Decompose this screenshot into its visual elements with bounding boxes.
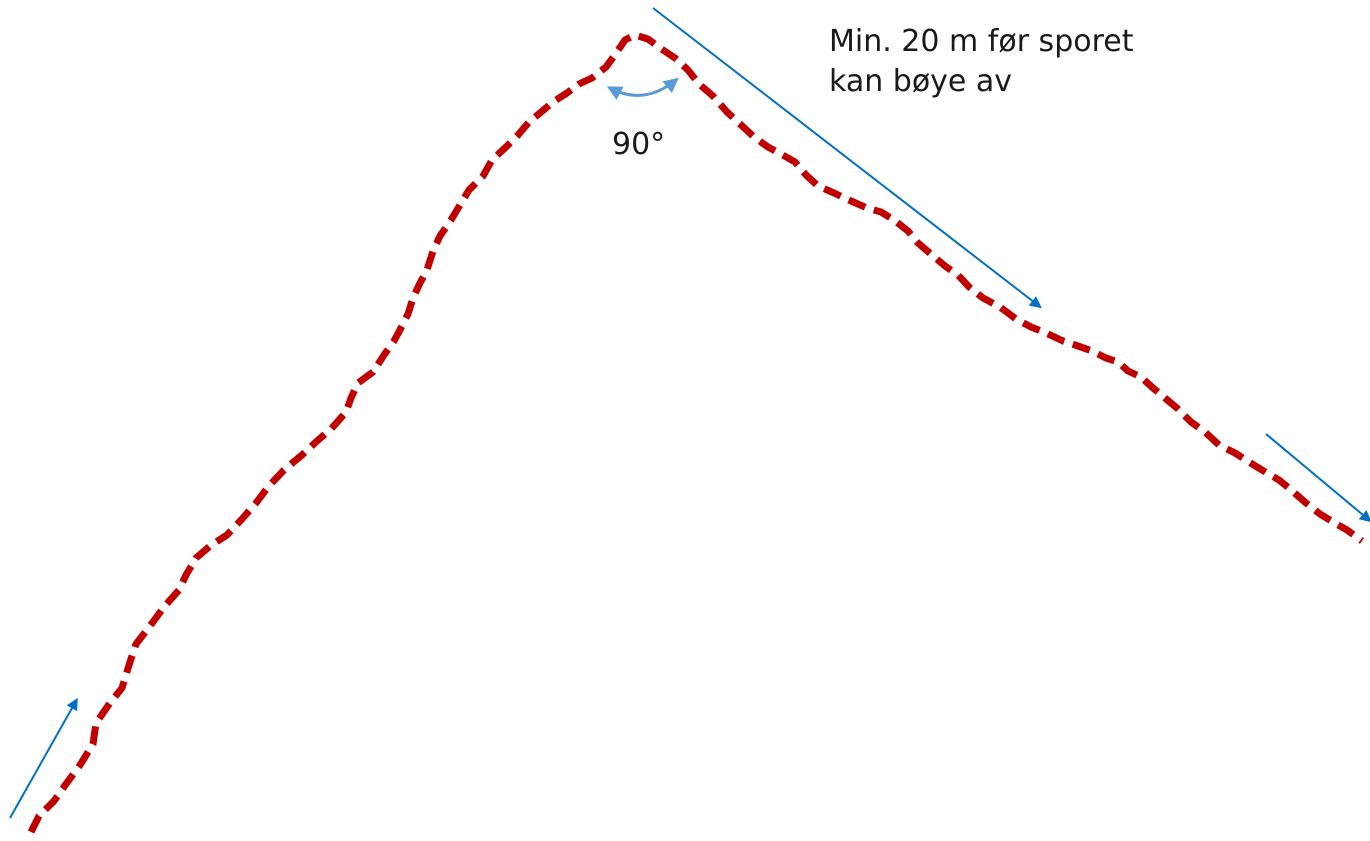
- direction-arrow-along-track: [652, 7, 1042, 309]
- distance-note-line-1: Min. 20 m før sporet: [829, 24, 1134, 59]
- dashed-track-line: [27, 31, 1365, 834]
- distance-note-line-2: kan bøye av: [829, 64, 1013, 99]
- angle-arc-arrow: [606, 77, 679, 100]
- direction-arrow-start: [9, 697, 78, 819]
- distance-note: Min. 20 m før sporet kan bøye av: [829, 22, 1133, 102]
- direction-arrow-end: [1265, 433, 1370, 523]
- angle-label: 90°: [612, 127, 666, 162]
